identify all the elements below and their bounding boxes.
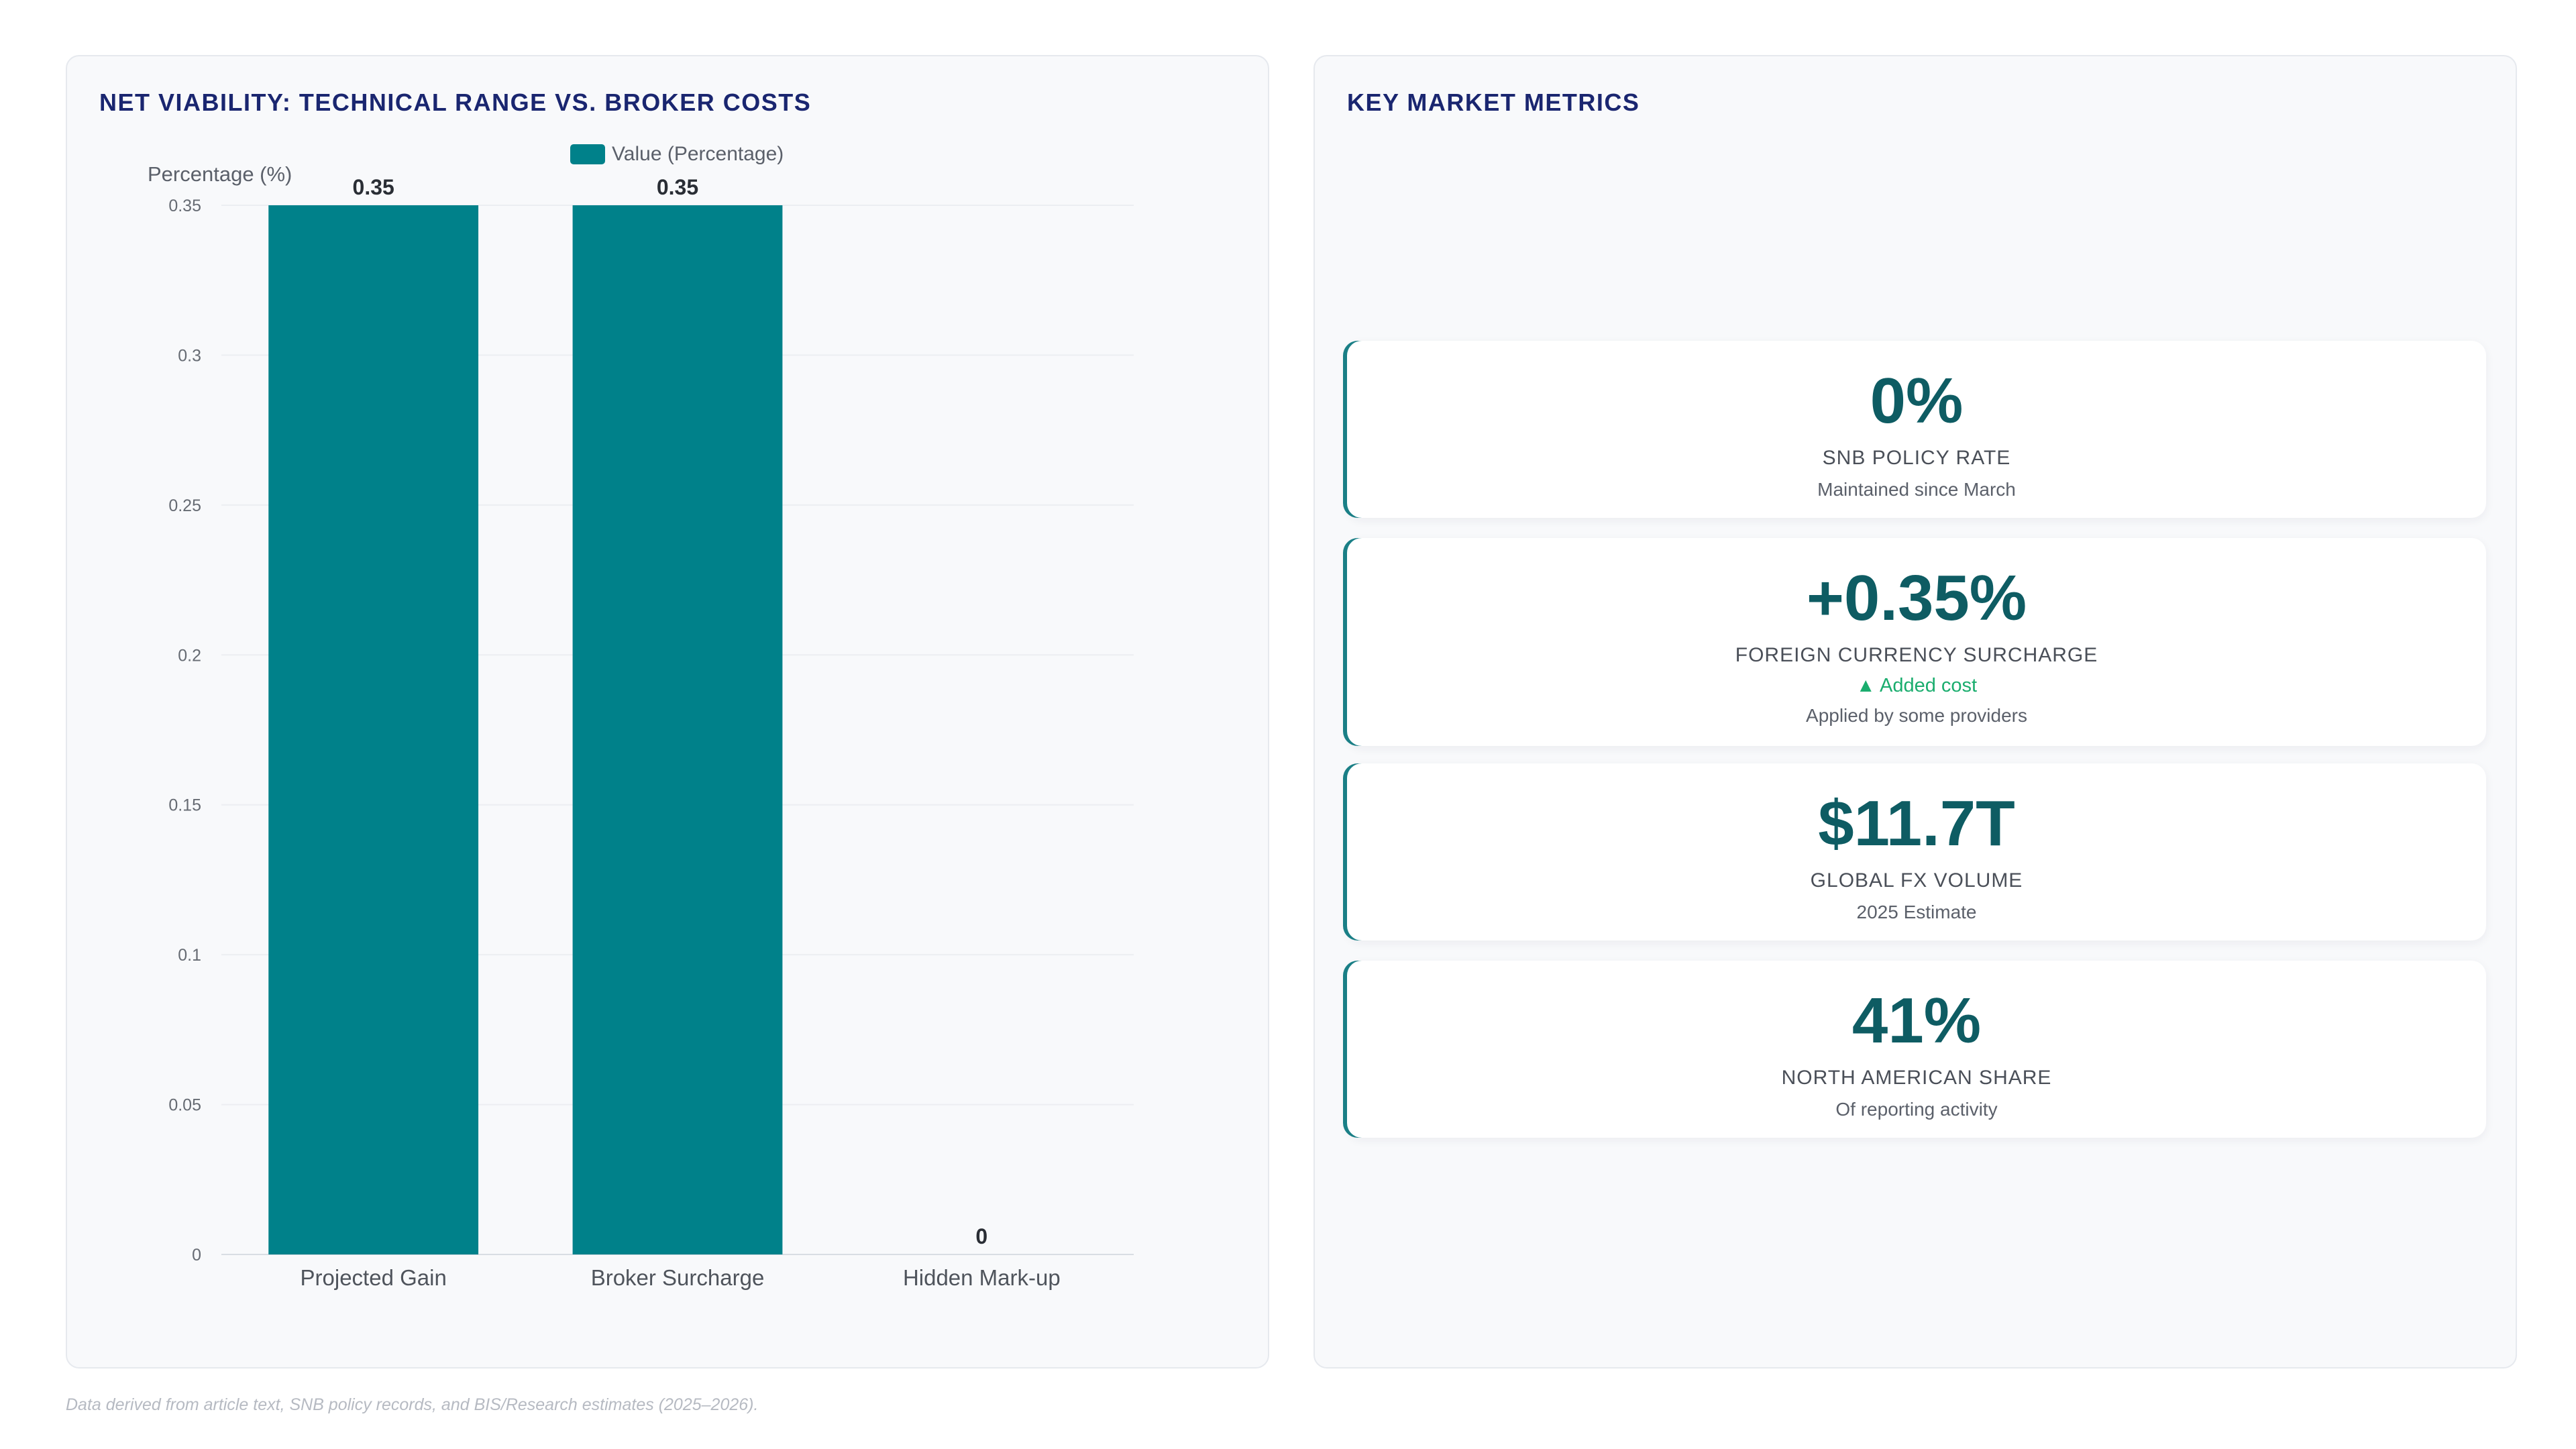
y-tick-label: 0.1	[178, 946, 201, 965]
metric-label: SNB POLICY RATE	[1822, 447, 2011, 469]
metric-value: 0%	[1870, 365, 1964, 437]
y-tick-label: 0.25	[168, 496, 201, 515]
metric-label: FOREIGN CURRENCY SURCHARGE	[1735, 644, 2098, 666]
bar	[572, 205, 783, 1254]
metric-note: Of reporting activity	[1835, 1099, 1998, 1120]
metric-label: NORTH AMERICAN SHARE	[1781, 1067, 2052, 1089]
metric-card-snb-rate: 0% SNB POLICY RATE Maintained since Marc…	[1347, 341, 2486, 518]
metric-note: 2025 Estimate	[1856, 902, 1977, 922]
y-tick-label: 0.35	[168, 197, 201, 215]
bar	[268, 205, 479, 1254]
y-axis-title: Percentage (%)	[148, 162, 292, 186]
bar-chart: 0 0.05 0.1 0.15 0.2 0.25 0.3 0.35 Percentage (%)…	[148, 143, 1134, 1290]
y-tick-label: 0.15	[168, 796, 201, 815]
metric-card-fx-volume: $11.7T GLOBAL FX VOLUME 2025 Estimate	[1347, 763, 2486, 941]
chart-title: NET VIABILITY: TECHNICAL RANGE VS. BROKE…	[99, 89, 812, 116]
metric-card-na-share: 41% NORTH AMERICAN SHARE Of reporting ac…	[1347, 961, 2486, 1138]
metric-label: GLOBAL FX VOLUME	[1810, 869, 2023, 892]
x-tick-label: Hidden Mark-up	[903, 1265, 1061, 1290]
legend-swatch	[570, 144, 605, 164]
legend-label: Value (Percentage)	[612, 143, 784, 165]
x-tick-label: Broker Surcharge	[591, 1265, 765, 1290]
chart-panel: NET VIABILITY: TECHNICAL RANGE VS. BROKE…	[66, 55, 1269, 1368]
metric-note: Maintained since March	[1817, 479, 2016, 500]
y-tick-label: 0.3	[178, 346, 201, 365]
metric-value: $11.7T	[1818, 788, 2015, 859]
y-tick-label: 0.05	[168, 1096, 201, 1115]
bar-data-label: 0.35	[353, 175, 394, 199]
metric-card-surcharge: +0.35% FOREIGN CURRENCY SURCHARGE ▲ Adde…	[1347, 538, 2486, 746]
bar-data-label: 0	[975, 1224, 987, 1248]
metric-value: +0.35%	[1806, 562, 2027, 634]
y-tick-label: 0.2	[178, 646, 201, 665]
y-tick-label: 0	[192, 1246, 201, 1265]
bar-data-label: 0.35	[657, 175, 698, 199]
metric-value: 41%	[1851, 985, 1982, 1057]
x-tick-label: Projected Gain	[301, 1265, 447, 1290]
source-footnote: Data derived from article text, SNB poli…	[66, 1395, 759, 1414]
metric-note: Applied by some providers	[1806, 705, 2027, 726]
metric-change-indicator: ▲ Added cost	[1856, 675, 1978, 696]
metrics-title: KEY MARKET METRICS	[1347, 89, 1640, 116]
metrics-panel: KEY MARKET METRICS 0% SNB POLICY RATE Ma…	[1313, 55, 2517, 1368]
